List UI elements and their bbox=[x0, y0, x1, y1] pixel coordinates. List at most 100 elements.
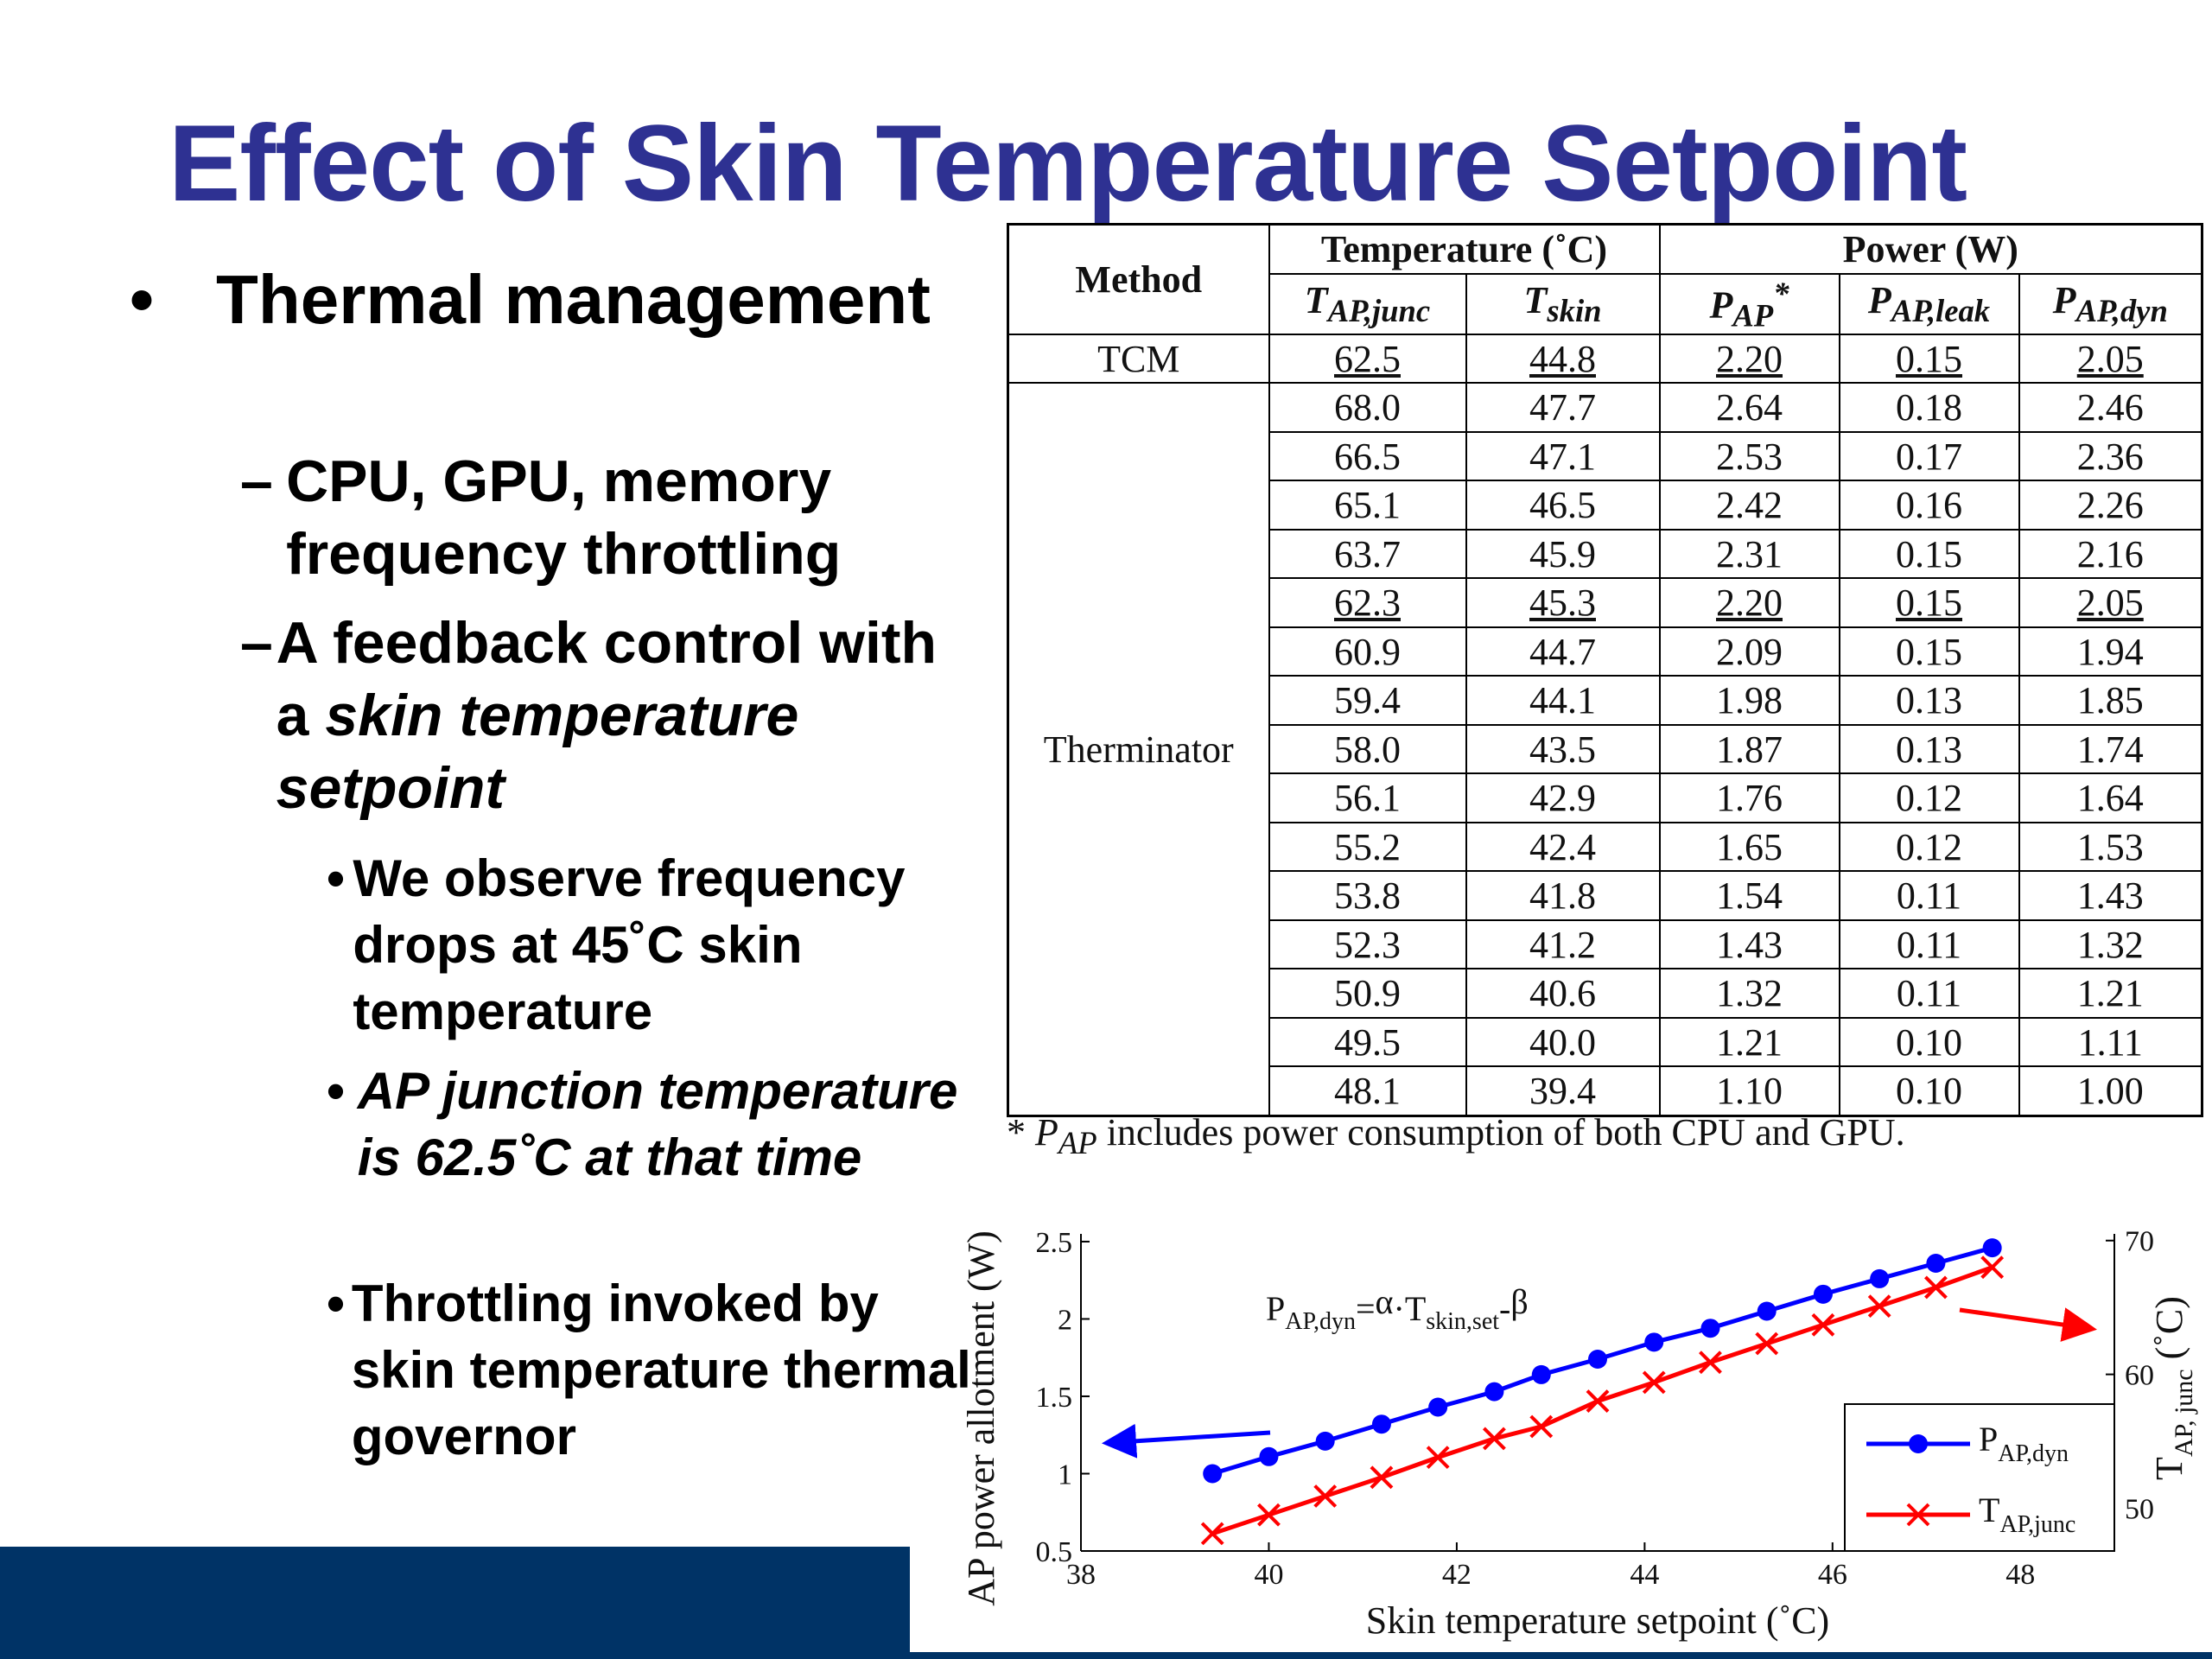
data-point bbox=[1699, 1351, 1722, 1375]
table-cell: 0.15 bbox=[1838, 333, 2020, 385]
table-cell: 0.13 bbox=[1838, 723, 2020, 775]
x-tick-label: 40 bbox=[1254, 1559, 1283, 1591]
table-cell: 63.7 bbox=[1268, 528, 1467, 580]
table-cell: 46.5 bbox=[1465, 480, 1661, 531]
slide-title: Effect of Skin Temperature Setpoint bbox=[168, 104, 1967, 224]
table-cell: 53.8 bbox=[1268, 870, 1467, 921]
table-cell: 44.1 bbox=[1465, 675, 1661, 726]
bullet-thermal-management: • Thermal management bbox=[130, 255, 959, 345]
table-cell: 2.20 bbox=[1658, 577, 1840, 628]
table-cell: 42.9 bbox=[1465, 772, 1661, 823]
table-cell: 2.05 bbox=[2018, 577, 2203, 628]
bullet-text-plain: A feedback control with a bbox=[276, 610, 938, 748]
bullet-text: AP junction temperature is 62.5˚C at tha… bbox=[357, 1062, 958, 1186]
table-cell: 0.12 bbox=[1838, 772, 2020, 823]
table-cell: 55.2 bbox=[1268, 821, 1467, 873]
table-cell: 42.4 bbox=[1465, 821, 1661, 873]
data-point bbox=[1755, 1332, 1779, 1356]
table-cell: 2.31 bbox=[1658, 528, 1840, 580]
table-cell: 1.76 bbox=[1658, 772, 1840, 823]
table-cell: 1.21 bbox=[1658, 1016, 1840, 1068]
data-point bbox=[1529, 1414, 1554, 1439]
data-point bbox=[1700, 1319, 1720, 1338]
data-point bbox=[1428, 1397, 1448, 1417]
table-cell: 2.53 bbox=[1658, 430, 1840, 482]
header-p-ap: PAP* bbox=[1658, 272, 1840, 335]
table-cell: 47.1 bbox=[1465, 430, 1661, 482]
x-tick-label: 38 bbox=[1066, 1559, 1096, 1591]
table-cell: 44.7 bbox=[1465, 626, 1661, 677]
table-row: 62.3 45.3 2.20 0.15 2.05 bbox=[1008, 577, 2203, 628]
data-point bbox=[1200, 1522, 1224, 1546]
chart-legend: PAP,dyn TAP,junc bbox=[1844, 1403, 2115, 1552]
table-cell: 1.98 bbox=[1658, 675, 1840, 726]
header-power: Power (W) bbox=[1658, 223, 2203, 275]
table-cell: 59.4 bbox=[1268, 675, 1467, 726]
table-cell: 0.10 bbox=[1838, 1065, 2020, 1117]
table-cell: 1.74 bbox=[2018, 723, 2203, 775]
table-cell: 2.09 bbox=[1658, 626, 1840, 677]
data-point bbox=[1644, 1332, 1664, 1352]
bullet-marker: – bbox=[240, 448, 273, 514]
data-point bbox=[1586, 1389, 1610, 1413]
table-cell: 0.15 bbox=[1838, 577, 2020, 628]
table-cell: 0.16 bbox=[1838, 480, 2020, 531]
table-cell: 2.05 bbox=[2018, 333, 2203, 385]
equation-annotation: PAP,dyn=α·Tskin,set-β bbox=[1266, 1282, 1529, 1335]
bullet-text: We observe frequency drops at 45˚C skin … bbox=[353, 849, 906, 1040]
table-cell: 43.5 bbox=[1465, 723, 1661, 775]
table-cell: 47.7 bbox=[1465, 382, 1661, 433]
data-point bbox=[1980, 1255, 2005, 1280]
table-row: 52.3 41.2 1.43 0.11 1.32 bbox=[1008, 918, 2203, 970]
table-row: 65.1 46.5 2.42 0.16 2.26 bbox=[1008, 480, 2203, 531]
legend-label: TAP,junc bbox=[1979, 1491, 2075, 1538]
bullet-junction-temperature: • AP junction temperature is 62.5˚C at t… bbox=[327, 1058, 983, 1191]
table-row: 53.8 41.8 1.54 0.11 1.43 bbox=[1008, 870, 2203, 921]
table-cell: 1.11 bbox=[2018, 1016, 2203, 1068]
table-cell: 41.2 bbox=[1465, 918, 1661, 970]
table-cell: 2.64 bbox=[1658, 382, 1840, 433]
table-cell: 1.54 bbox=[1658, 870, 1840, 921]
table-cell: 2.20 bbox=[1658, 333, 1840, 385]
data-point bbox=[1203, 1464, 1223, 1484]
data-point bbox=[1426, 1446, 1450, 1470]
results-table: Method Temperature (˚C) Power (W) TAP,ju… bbox=[1007, 223, 2203, 1117]
footer-line bbox=[910, 1652, 2212, 1659]
y-tick-label: 1.5 bbox=[1036, 1382, 1073, 1414]
bullet-feedback-control: – A feedback control with a skin tempera… bbox=[240, 607, 983, 824]
table-cell: 0.12 bbox=[1838, 821, 2020, 873]
table-cell: 41.8 bbox=[1465, 870, 1661, 921]
table-cell: 62.5 bbox=[1268, 333, 1467, 385]
table-cell: 0.15 bbox=[1838, 626, 2020, 677]
table-row: Therminator 68.0 47.7 2.64 0.18 2.46 bbox=[1007, 382, 2203, 1117]
data-point bbox=[1313, 1484, 1338, 1508]
data-point bbox=[1259, 1446, 1279, 1466]
table-cell: 0.15 bbox=[1838, 528, 2020, 580]
table-cell: 1.10 bbox=[1658, 1065, 1840, 1117]
table-cell: 44.8 bbox=[1465, 333, 1661, 385]
table-cell: 60.9 bbox=[1268, 626, 1467, 677]
table-cell: 68.0 bbox=[1268, 382, 1467, 433]
header-p-ap-dyn: PAP,dyn bbox=[2018, 272, 2203, 335]
bullet-text: Throttling invoked by skin temperature t… bbox=[351, 1274, 971, 1465]
chart-labels: 38 40 42 44 46 48 0.5 1 1.5 2 2.5 50 60 70 PAP,dyn=α·T… bbox=[960, 1226, 2198, 1642]
table-cell: 1.65 bbox=[1658, 821, 1840, 873]
data-point bbox=[1867, 1294, 1891, 1319]
footer-bar bbox=[0, 1547, 910, 1659]
table-cell: 2.16 bbox=[2018, 528, 2203, 580]
data-point bbox=[1811, 1313, 1835, 1337]
x-tick-label: 48 bbox=[2005, 1559, 2035, 1591]
x-tick-label: 44 bbox=[1630, 1559, 1659, 1591]
table-cell: 45.9 bbox=[1465, 528, 1661, 580]
table-cell: 45.3 bbox=[1465, 577, 1661, 628]
table-cell: 2.46 bbox=[2018, 382, 2203, 433]
table-cell: 48.1 bbox=[1268, 1065, 1467, 1117]
data-point bbox=[1257, 1503, 1281, 1527]
bullet-marker: • bbox=[327, 1274, 346, 1332]
method-therminator: Therminator bbox=[1007, 382, 1270, 1117]
header-t-skin: Tskin bbox=[1465, 272, 1661, 335]
header-temperature: Temperature (˚C) bbox=[1268, 223, 1661, 275]
table-cell: 52.3 bbox=[1268, 918, 1467, 970]
chart-series bbox=[1102, 1238, 2097, 1546]
table-cell: 2.36 bbox=[2018, 430, 2203, 482]
